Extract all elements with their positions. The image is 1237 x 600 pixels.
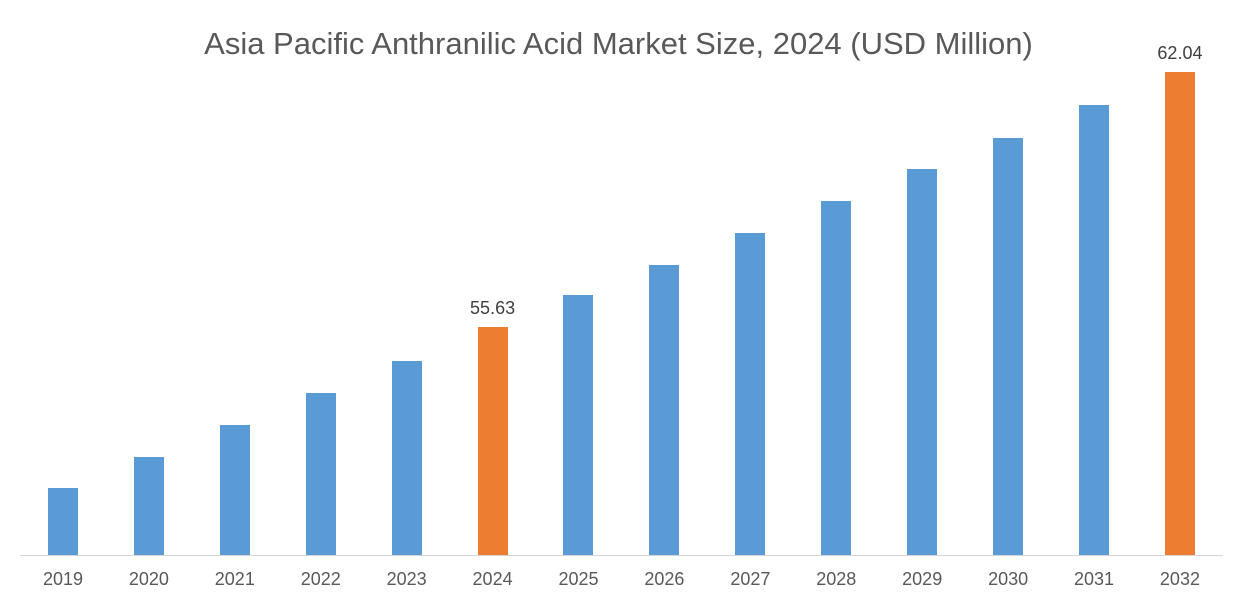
bar-column-2030	[965, 60, 1051, 555]
bar-column-2024: 55.63	[450, 60, 536, 555]
bar-column-2019	[20, 60, 106, 555]
bar-2029	[907, 169, 938, 555]
bar-2027	[735, 233, 766, 555]
data-label-2032: 62.04	[1157, 43, 1203, 63]
x-axis-label-2031: 2031	[1074, 569, 1115, 589]
data-label-2024: 55.63	[470, 298, 516, 318]
bar-column-2022	[278, 60, 364, 555]
bar-2021	[219, 425, 250, 555]
bar-column-2020	[106, 60, 192, 555]
x-axis-label-2030: 2030	[988, 569, 1029, 589]
x-axis-label-2021: 2021	[214, 569, 255, 589]
bar-column-2029	[879, 60, 965, 555]
bar-2022	[305, 393, 336, 555]
bar-column-2026	[621, 60, 707, 555]
bar-2019	[47, 488, 78, 555]
bar-2025	[563, 295, 594, 555]
bar-2031	[1079, 105, 1110, 555]
bar-column-2025	[536, 60, 622, 555]
x-axis-label-2022: 2022	[300, 569, 341, 589]
x-axis-label-2032: 2032	[1159, 569, 1200, 589]
bar-column-2032: 62.04	[1137, 43, 1223, 555]
plot-area: 55.63 62.04	[20, 43, 1223, 556]
bar-column-2028	[793, 60, 879, 555]
x-axis-label-2028: 2028	[816, 569, 857, 589]
bar-column-2031	[1051, 60, 1137, 555]
x-axis-label-2029: 2029	[902, 569, 943, 589]
x-axis-label-2024: 2024	[472, 569, 513, 589]
bar-2023	[391, 361, 422, 555]
x-axis-label-2026: 2026	[644, 569, 685, 589]
x-axis-labels: 2019 2020 2021 2022 2023 2024 2025 2026 2027 2028…	[20, 569, 1223, 590]
bar-column-2021	[192, 60, 278, 555]
bar-2026	[649, 265, 680, 555]
bar-2028	[821, 201, 852, 555]
x-axis-label-2023: 2023	[386, 569, 427, 589]
bar-column-2023	[364, 60, 450, 555]
x-axis-label-2019: 2019	[42, 569, 83, 589]
bar-2030	[993, 138, 1024, 555]
bar-2032	[1164, 72, 1195, 555]
bar-2020	[133, 457, 164, 555]
x-axis-label-2020: 2020	[128, 569, 169, 589]
x-axis-label-2027: 2027	[730, 569, 771, 589]
chart-title: Asia Pacific Anthranilic Acid Market Siz…	[204, 26, 1033, 61]
plot-wrap: 55.63 62.04 2019 2020 2021 2022 2023 2024 2025 2…	[20, 43, 1223, 589]
bar-2024	[477, 327, 508, 555]
x-axis-label-2025: 2025	[558, 569, 599, 589]
bar-column-2027	[707, 60, 793, 555]
